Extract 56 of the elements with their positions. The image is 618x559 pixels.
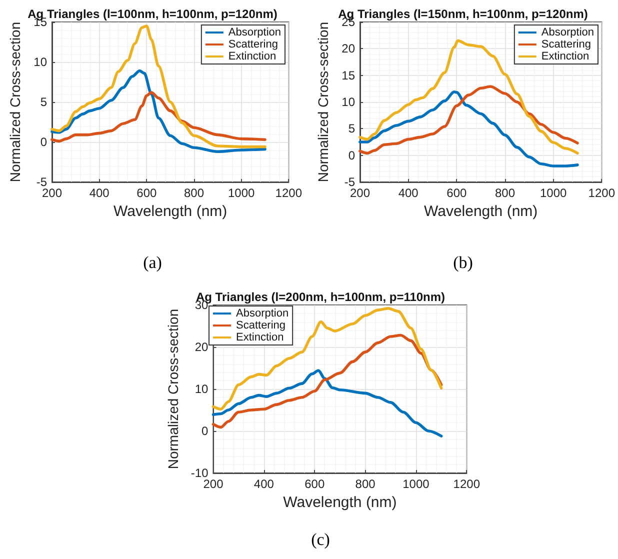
x-tick-label: 200 [203,477,224,491]
y-tick-label: -5 [344,175,356,189]
y-tick-label: -10 [190,466,209,480]
text: (c) [310,530,331,550]
x-tick-label: 800 [355,477,376,491]
legend-label: Absorption [236,308,289,320]
legend-label: Absorption [228,26,282,38]
legend-label: Extinction [541,50,590,62]
line-series [212,306,443,411]
y-tick-label: 0 [202,424,209,438]
x-tick-label: 1200 [588,186,616,200]
y-tick-label: 0 [40,135,48,149]
x-tick-label: 400 [398,186,419,200]
x-tick-label: 1200 [275,186,302,200]
line-series [50,69,266,153]
y-tick-label: 20 [342,42,356,56]
legend-label: Extinction [228,50,276,62]
x-tick-label: 200 [42,186,62,200]
y-axis-title: Normalized Cross-section [315,22,331,182]
y-tick-label: 10 [34,55,48,69]
line-series [50,91,266,143]
legend-label: Extinction [236,332,284,344]
y-tick-label: 15 [342,68,356,82]
legend-label: Scattering [228,38,278,50]
x-tick-label: 600 [304,477,325,491]
x-axis-title: Wavelength (nm) [283,494,397,511]
x-tick-label: 600 [446,186,467,200]
x-tick-label: 600 [136,186,157,200]
y-tick-label: 10 [342,95,356,109]
text: (a) [142,253,163,273]
y-tick-label: 0 [348,148,356,162]
y-axis-title: Normalized Cross-section [165,308,181,470]
x-tick-label: 1200 [453,477,480,491]
line-series [358,85,579,155]
y-tick-label: 5 [40,95,48,109]
y-tick-label: 5 [348,122,356,136]
x-tick-label: 1000 [402,477,430,491]
line-series [358,90,579,168]
legend-label: Scattering [541,38,591,50]
x-tick-label: 200 [350,186,370,200]
x-axis-title: Wavelength (nm) [424,203,538,220]
y-tick-label: -5 [36,175,48,189]
y-axis-title: Normalized Cross-section [7,22,23,182]
x-tick-label: 400 [89,186,110,200]
legend-label: Absorption [541,26,594,38]
text: (b) [452,253,474,273]
legend-label: Scattering [236,320,286,332]
x-tick-label: 800 [494,186,516,200]
line-series [212,369,443,438]
x-tick-label: 800 [184,186,204,200]
x-tick-label: 400 [254,477,274,491]
x-axis-title: Wavelength (nm) [114,203,228,220]
x-tick-label: 1000 [540,186,567,200]
y-tick-label: 10 [194,382,209,396]
x-tick-label: 1000 [228,186,255,200]
y-tick-label: 20 [194,340,209,354]
